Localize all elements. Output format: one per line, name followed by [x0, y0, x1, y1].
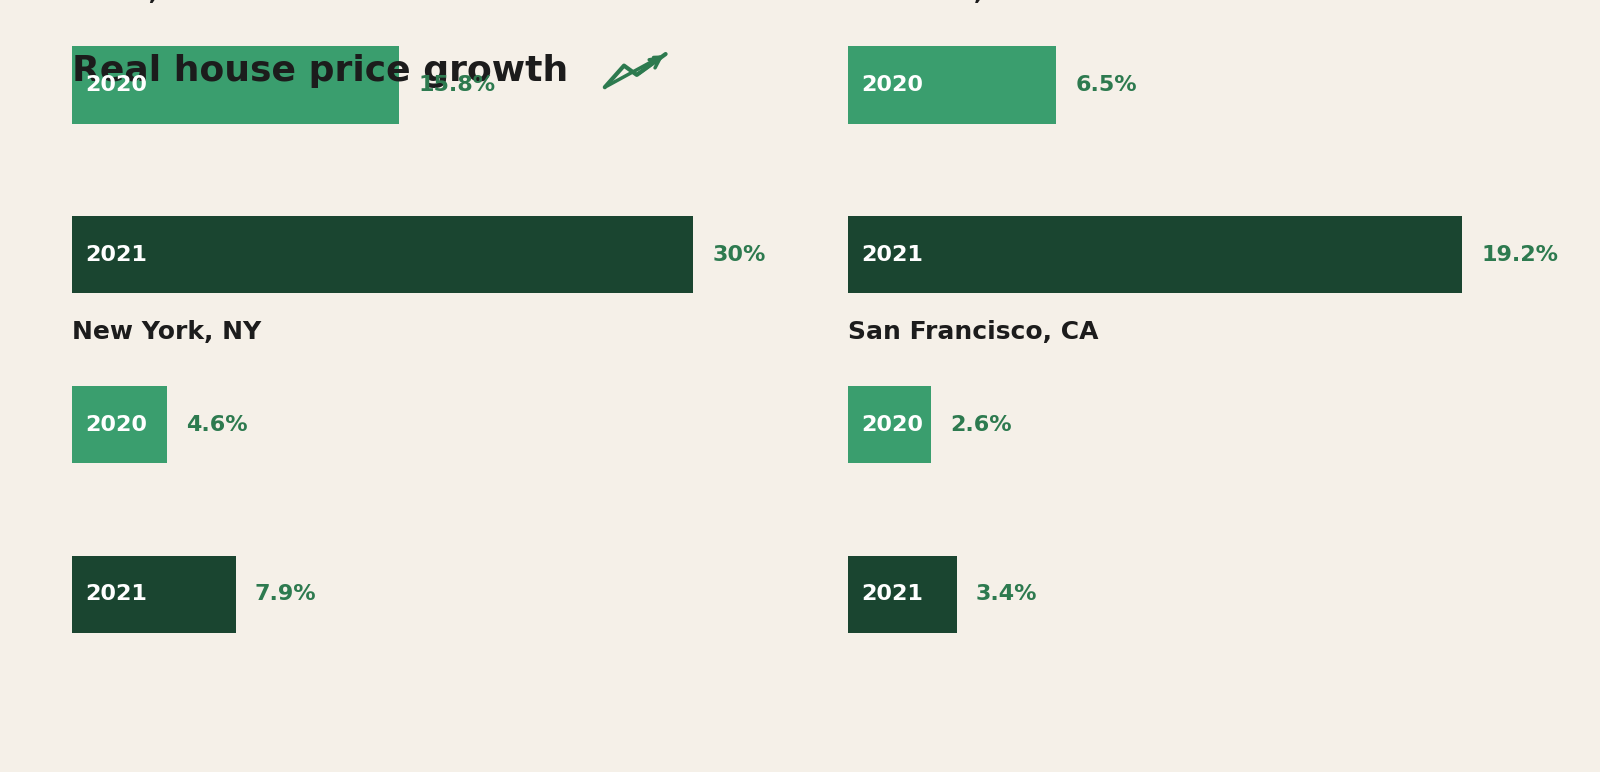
Text: 2021: 2021: [85, 245, 147, 265]
Text: 7.9%: 7.9%: [254, 584, 317, 604]
Text: 3.4%: 3.4%: [976, 584, 1037, 604]
Text: Boise, ID: Boise, ID: [72, 0, 197, 4]
Text: 2021: 2021: [861, 245, 923, 265]
Text: 2021: 2021: [85, 584, 147, 604]
Text: 15.8%: 15.8%: [418, 75, 496, 95]
Text: 19.2%: 19.2%: [1482, 245, 1558, 265]
Text: 2020: 2020: [861, 415, 923, 435]
Text: Stockton, CA: Stockton, CA: [848, 0, 1030, 4]
Text: San Francisco, CA: San Francisco, CA: [848, 320, 1099, 344]
Text: 2020: 2020: [861, 75, 923, 95]
Text: 2021: 2021: [861, 584, 923, 604]
Text: 30%: 30%: [712, 245, 766, 265]
Text: 2020: 2020: [85, 415, 147, 435]
Text: 6.5%: 6.5%: [1075, 75, 1138, 95]
Text: New York, NY: New York, NY: [72, 320, 261, 344]
Text: Real house price growth: Real house price growth: [72, 54, 568, 88]
Text: 2.6%: 2.6%: [950, 415, 1013, 435]
Text: 4.6%: 4.6%: [187, 415, 248, 435]
Text: 2020: 2020: [85, 75, 147, 95]
